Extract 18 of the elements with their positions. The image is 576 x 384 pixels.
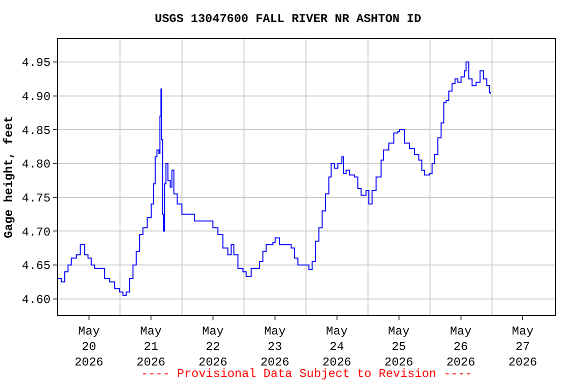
x-tick-label: May 23 2026 [260,324,290,370]
x-tick-label: May 22 2026 [198,324,228,370]
y-tick-label: 4.70 [22,225,51,240]
x-tick-label: May 21 2026 [136,324,166,370]
y-tick-label: 4.95 [22,56,51,70]
chart-title: USGS 13047600 FALL RIVER NR ASHTON ID [154,12,422,26]
y-axis-title: Gage height, feet [2,116,16,238]
y-tick-label: 4.75 [22,191,51,206]
y-tick-label: 4.60 [22,292,51,307]
x-tick-label: May 26 2026 [446,324,476,370]
x-tick-label: May 27 2026 [508,324,538,370]
y-tick-label: 4.65 [22,259,51,274]
x-tick-label: May 20 2026 [74,324,104,370]
y-tick-label: 4.85 [22,124,51,138]
y-tick-label: 4.90 [22,90,51,104]
text: ---- Provisional Data Subject to Revision ---- [141,367,472,381]
y-tick-label: 4.80 [22,158,51,172]
x-tick-label: May 25 2026 [384,324,414,370]
